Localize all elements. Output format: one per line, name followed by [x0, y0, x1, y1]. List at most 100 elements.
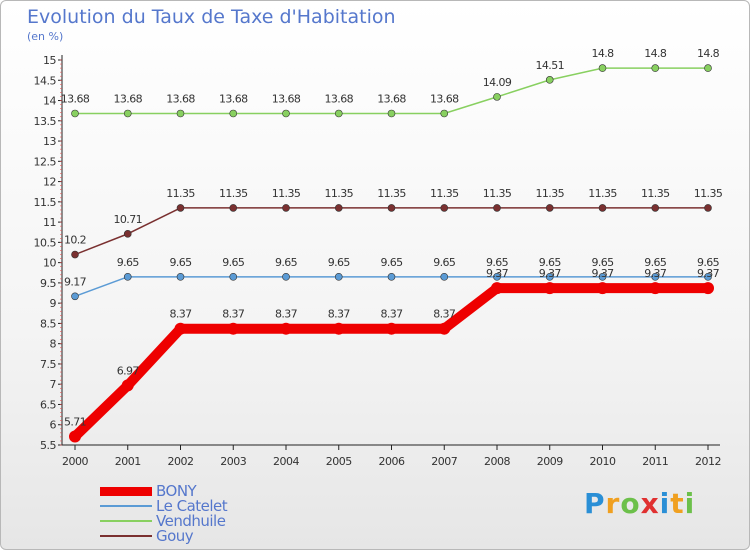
data-label: 8.37	[275, 308, 298, 321]
data-label: 13.68	[325, 92, 354, 105]
data-point	[651, 64, 660, 72]
data-point	[334, 204, 343, 212]
data-point	[385, 322, 398, 335]
logo-letter: i	[659, 487, 671, 520]
data-point	[174, 322, 187, 335]
y-tick-label: 7	[50, 378, 57, 391]
legend-swatch	[100, 505, 152, 507]
data-point	[176, 204, 185, 212]
series-group	[69, 64, 714, 443]
series-le-catelet	[71, 273, 712, 301]
data-label: 9.65	[644, 256, 667, 269]
data-point	[71, 250, 79, 259]
y-tick-label: 10.5	[34, 236, 57, 249]
y-tick-label: 6	[50, 419, 57, 432]
y-tick-label: 5.5	[40, 439, 56, 452]
data-point	[227, 322, 240, 335]
data-point	[440, 273, 449, 281]
data-label: 9.65	[539, 256, 562, 269]
series-vendhuile	[71, 64, 712, 118]
y-tick-label: 10	[43, 257, 56, 270]
data-label: 13.68	[377, 92, 406, 105]
x-tick-label: 2003	[220, 455, 246, 468]
series-line-gouy	[74, 207, 709, 256]
data-point	[438, 322, 451, 335]
y-tick-label: 12	[43, 176, 56, 189]
data-label: 6.97	[117, 364, 140, 377]
data-label: 11.35	[325, 187, 354, 200]
data-point	[387, 273, 396, 281]
data-label: 9.65	[380, 256, 403, 269]
data-label: 13.68	[114, 92, 143, 105]
data-label: 9.17	[64, 275, 87, 288]
x-tick-label: 2006	[379, 455, 405, 468]
data-point	[491, 282, 503, 295]
data-label: 8.37	[380, 308, 403, 321]
logo-letter: x	[640, 487, 660, 520]
chart-title: Evolution du Taux de Taxe d'Habitation	[27, 6, 396, 28]
data-label: 9.37	[539, 267, 562, 280]
logo-letter: t	[670, 487, 685, 520]
series-line-vendhuile	[74, 67, 709, 115]
data-point	[176, 109, 185, 118]
series-bony	[69, 282, 714, 443]
data-label: 11.35	[694, 187, 723, 200]
data-label: 9.37	[591, 267, 614, 280]
y-tick-label: 8.5	[40, 317, 56, 330]
data-label: 11.35	[430, 187, 459, 200]
y-tick-label: 6.5	[40, 398, 56, 411]
legend-label: Gouy	[156, 527, 194, 545]
data-label: 14.8	[644, 47, 667, 60]
y-tick-label: 13	[43, 135, 56, 148]
logo-letter: r	[605, 487, 621, 520]
data-label: 14.8	[591, 47, 614, 60]
legend-label: BONY	[156, 482, 197, 500]
data-point	[121, 379, 134, 392]
data-point	[123, 273, 132, 281]
data-point	[176, 273, 185, 281]
data-label: 11.35	[377, 187, 406, 200]
data-label: 9.65	[169, 256, 192, 269]
data-label: 5.71	[64, 415, 86, 428]
data-label: 9.65	[486, 256, 509, 269]
x-tick-label: 2001	[115, 455, 141, 468]
data-point	[334, 273, 343, 281]
logo-letter: i	[684, 487, 696, 520]
data-label: 9.65	[697, 256, 720, 269]
data-point	[71, 292, 79, 301]
data-point	[598, 204, 607, 212]
data-point	[282, 273, 290, 281]
data-point	[123, 230, 132, 238]
data-label: 11.35	[536, 187, 565, 200]
x-tick-label: 2008	[484, 455, 510, 468]
data-point	[493, 204, 501, 212]
data-point	[545, 273, 554, 281]
data-label: 8.37	[328, 308, 351, 321]
data-point	[598, 273, 607, 281]
data-label: 9.37	[644, 267, 667, 280]
legend-swatch	[100, 520, 152, 522]
data-point	[332, 322, 345, 335]
x-tick-label: 2007	[431, 455, 457, 468]
data-point	[334, 109, 343, 118]
data-point	[704, 204, 712, 212]
data-label: 13.68	[430, 92, 459, 105]
data-point	[598, 64, 607, 72]
y-tick-label: 15	[43, 54, 56, 67]
data-label: 9.65	[222, 256, 245, 269]
x-tick-label: 2002	[168, 455, 194, 468]
axes: 5.5 6 6.5 7 7.5 8 8.5 9 9.5 10 10.5 11 11.5 12 12.5 13 1…	[34, 54, 722, 468]
data-label: 13.68	[219, 92, 248, 105]
data-label: 8.37	[169, 308, 192, 321]
data-point	[387, 109, 396, 118]
data-point	[702, 282, 714, 295]
y-tick-label: 14	[43, 95, 56, 108]
x-tick-label: 2004	[273, 455, 299, 468]
x-tick-label: 2009	[537, 455, 563, 468]
y-tick-label: 14.5	[34, 74, 57, 87]
x-tick-label: 2005	[326, 455, 352, 468]
data-point	[649, 282, 662, 295]
data-point	[229, 204, 238, 212]
data-point	[493, 93, 501, 101]
